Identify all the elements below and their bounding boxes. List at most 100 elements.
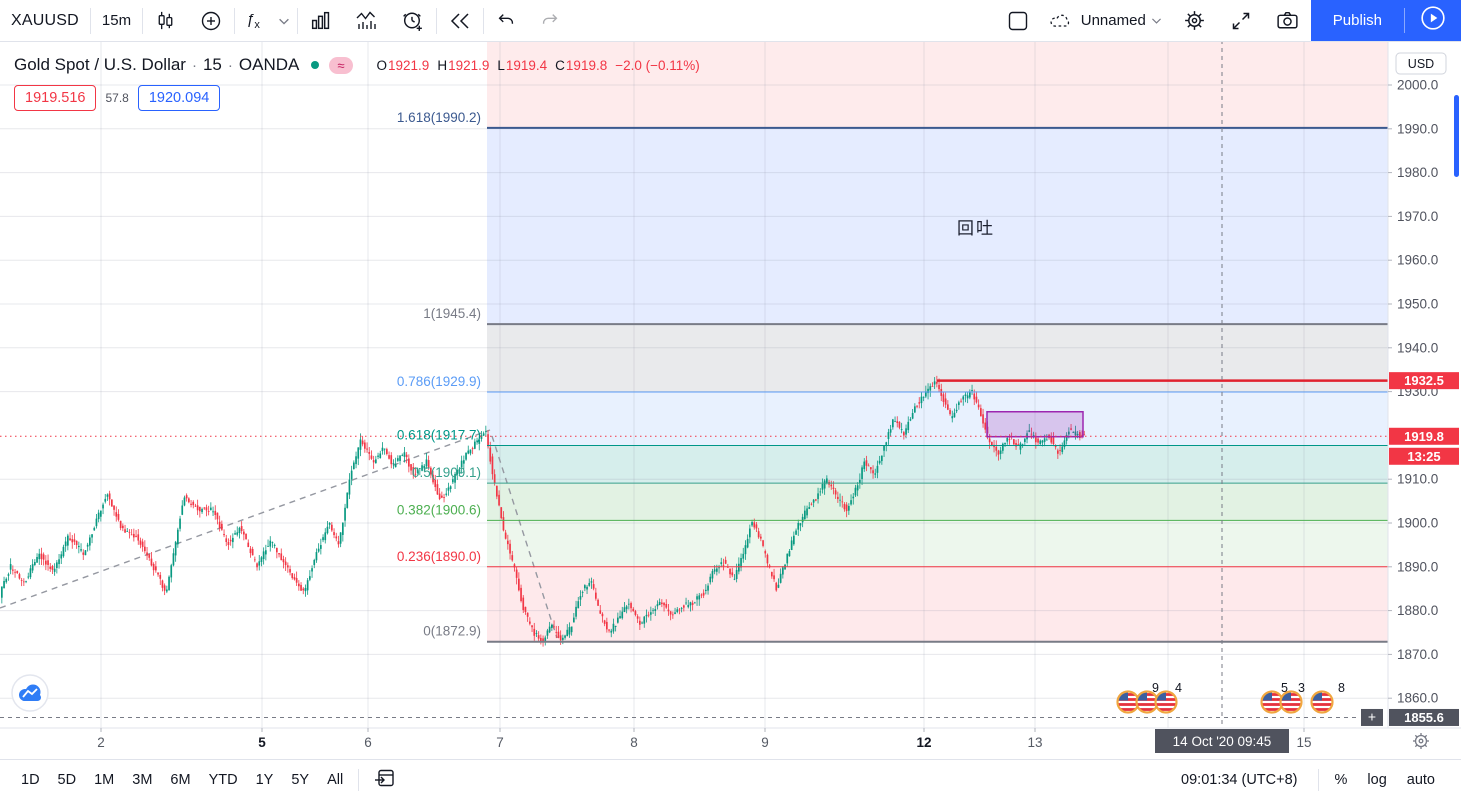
tradingview-logo[interactable]	[11, 674, 49, 712]
rewind-icon	[448, 9, 472, 33]
last-price-badge-text: 1919.8	[1404, 429, 1444, 444]
session-clock[interactable]: 09:01:34 (UTC+8)	[1181, 772, 1298, 788]
legend-dot-separator: ·	[227, 56, 233, 74]
price-tick-label: 1900.0	[1397, 516, 1438, 531]
indicators-dropdown-button[interactable]	[271, 1, 297, 41]
buy-button[interactable]: 1920.094	[137, 85, 221, 111]
highlight-rectangle[interactable]	[986, 410, 1084, 438]
fib-label: 0.236(1890.0)	[397, 549, 481, 564]
top-toolbar: XAUUSD 15m ƒx	[0, 0, 1461, 42]
fib-zone	[487, 483, 1388, 521]
event-count-label: 4	[1175, 681, 1182, 695]
fib-zone	[487, 566, 1388, 642]
us-flag-icon[interactable]	[1155, 691, 1177, 713]
text-annotation: 回吐	[957, 219, 995, 238]
chart-style-button[interactable]	[143, 1, 188, 41]
select-layout-button[interactable]	[995, 1, 1041, 41]
publish-button[interactable]: Publish	[1332, 12, 1382, 29]
range-1m-button[interactable]: 1M	[94, 772, 115, 788]
fib-retracement[interactable]: 1.618(1990.2) 1(1945.4) 0.786(1929.9) 0.618…	[397, 110, 1388, 643]
indicator-templates-button[interactable]	[298, 1, 343, 41]
go-to-date-button[interactable]	[365, 766, 405, 795]
us-flag-icon[interactable]	[1261, 691, 1283, 713]
high-value: 1921.9	[448, 57, 490, 73]
range-5d-button[interactable]: 5D	[57, 772, 77, 788]
open-ideas-button[interactable]	[1405, 0, 1461, 41]
buy-sell-widget: 1919.516 57.8 1920.094	[14, 85, 221, 111]
undo-button[interactable]	[484, 1, 528, 41]
us-flag-icon[interactable]	[1311, 691, 1333, 713]
snapshot-button[interactable]	[1264, 1, 1311, 41]
time-scale[interactable]: 2 5 6 7 8 9 12 13 15 14 Oct '20 09:45	[0, 727, 1461, 759]
bar-chart-icon	[309, 9, 332, 32]
fib-label: 0.382(1900.6)	[397, 502, 481, 517]
range-5y-button[interactable]: 5Y	[291, 772, 310, 788]
fx-icon: ƒx	[246, 10, 260, 31]
bar-replay-button[interactable]	[437, 1, 483, 41]
low-key: L	[497, 57, 505, 73]
ray-price-badge: 1932.5	[1389, 372, 1459, 390]
time-tick-label: 8	[630, 735, 638, 750]
log-scale-toggle[interactable]: log	[1367, 772, 1387, 788]
camera-icon	[1275, 8, 1300, 33]
range-1d-button[interactable]: 1D	[21, 772, 40, 788]
plus-circle-icon	[199, 9, 223, 33]
axis-settings-gear-icon[interactable]	[1413, 733, 1429, 749]
fib-zone	[487, 392, 1388, 446]
close-value: 1919.8	[565, 57, 608, 73]
range-6m-button[interactable]: 6M	[170, 772, 191, 788]
delayed-data-badge[interactable]: ≈	[329, 56, 353, 74]
scrollbar-thumb[interactable]	[1454, 95, 1459, 177]
range-all-button[interactable]: All	[327, 772, 344, 788]
us-flag-icon[interactable]	[1136, 691, 1158, 713]
event-count-label: 5	[1281, 681, 1288, 695]
cloud-dashed-icon	[1049, 10, 1075, 32]
event-count-label: 9	[1152, 681, 1159, 695]
symbol-title[interactable]: Gold Spot / U.S. Dollar	[14, 55, 186, 74]
fullscreen-button[interactable]	[1218, 1, 1264, 41]
create-alert-button[interactable]	[389, 1, 436, 41]
symbol-search-button[interactable]: XAUUSD	[11, 11, 79, 29]
legend-interval[interactable]: 15	[202, 55, 222, 74]
candles-icon	[154, 9, 177, 32]
footer-separator	[358, 769, 360, 791]
time-tick-label: 5	[258, 735, 266, 750]
candlesticks	[1, 375, 1086, 647]
fib-zone	[487, 40, 1388, 128]
sell-button[interactable]: 1919.516	[14, 85, 97, 111]
market-status-dot[interactable]	[311, 61, 320, 69]
add-alert-plus-button[interactable]: +	[1361, 708, 1383, 726]
interval-button[interactable]: 15m	[101, 12, 132, 29]
us-flag-icon[interactable]	[1117, 691, 1139, 713]
redo-button[interactable]	[528, 1, 572, 41]
play-circle-icon	[1420, 5, 1446, 36]
trend-line[interactable]	[491, 435, 558, 639]
range-ytd-button[interactable]: YTD	[208, 772, 238, 788]
chevron-down-icon	[1150, 14, 1163, 27]
compare-button[interactable]	[188, 1, 234, 41]
price-tick-label: 1980.0	[1397, 165, 1438, 180]
layout-menu-button[interactable]: Unnamed	[1041, 1, 1171, 41]
range-3m-button[interactable]: 3M	[132, 772, 153, 788]
auto-scale-toggle[interactable]: auto	[1406, 772, 1435, 788]
chart-background	[0, 40, 1461, 759]
chart-canvas[interactable]: 1.618(1990.2) 1(1945.4) 0.786(1929.9) 0.618…	[0, 40, 1461, 759]
symbol-legend[interactable]: Gold Spot / U.S. Dollar · 15 · OANDA ≈ O…	[14, 52, 700, 78]
spread-value: 57.8	[105, 91, 129, 105]
square-outline-icon	[1006, 9, 1030, 33]
time-tick-label: 15	[1296, 735, 1311, 750]
us-flag-icon[interactable]	[1280, 691, 1302, 713]
fundamentals-button[interactable]	[343, 1, 389, 41]
legend-exchange[interactable]: OANDA	[238, 55, 300, 74]
indicators-button[interactable]: ƒx	[235, 1, 271, 41]
price-tick-label: 1880.0	[1397, 603, 1438, 618]
time-tick-label: 13	[1027, 735, 1042, 750]
currency-button[interactable]: USD	[1395, 52, 1447, 75]
chart-settings-button[interactable]	[1171, 1, 1218, 41]
price-scale[interactable]: 2000.0 1990.0 1980.0 1970.0 1960.0 1950.0 1940…	[1387, 40, 1461, 759]
bar-countdown-badge-text: 13:25	[1407, 449, 1440, 464]
percent-scale-toggle[interactable]: %	[1334, 772, 1348, 788]
date-range-tabs: 1D 5D 1M 3M 6M YTD 1Y 5Y All	[0, 768, 352, 792]
range-1y-button[interactable]: 1Y	[255, 772, 274, 788]
